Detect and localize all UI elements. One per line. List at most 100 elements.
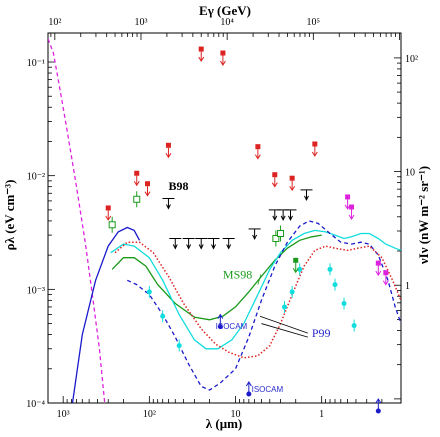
data-point — [207, 238, 220, 250]
limit-arrow — [198, 244, 204, 250]
data-point — [272, 230, 280, 247]
limit-arrow — [252, 234, 258, 241]
data-point — [217, 313, 224, 330]
limit-arrow — [311, 151, 318, 157]
limit-arrow — [172, 244, 178, 250]
data-point — [160, 310, 166, 323]
limit-arrow — [245, 381, 252, 387]
data-point — [105, 205, 112, 221]
top-tick-label: 10⁴ — [220, 17, 234, 28]
data-point — [351, 319, 357, 332]
limit-arrow — [133, 181, 140, 187]
x-axis-title: λ (μm) — [206, 416, 243, 431]
plot-frame — [47, 32, 402, 404]
data-point — [165, 142, 172, 159]
p99-pointer — [261, 323, 308, 338]
axis-ticks — [48, 33, 401, 404]
series-line-5 — [127, 220, 401, 391]
data-point — [382, 270, 389, 286]
y-tick-label: 10⁻¹ — [27, 58, 45, 69]
point-marker — [246, 391, 252, 397]
limit-arrow — [166, 204, 171, 210]
point-marker — [327, 266, 333, 272]
y-axis-title: ρλ (eV cm⁻³) — [2, 180, 17, 251]
point-marker — [217, 324, 223, 330]
point-marker — [133, 195, 141, 203]
data-point — [300, 189, 313, 201]
point-marker — [351, 323, 357, 329]
tick-labels: 10³ 10² 10 1 10⁵ 10⁴ 10³ 10² 10⁻⁴ 10⁻³ 10⁻² 10⁻¹ 1 10… — [26, 17, 418, 420]
point-marker — [105, 205, 111, 211]
data-point — [108, 216, 116, 233]
data-point — [327, 263, 333, 276]
data-point — [375, 398, 382, 414]
data-point — [245, 381, 252, 397]
y-tick-label: 10⁻² — [27, 172, 45, 183]
ms98-pointer — [257, 274, 262, 285]
annotation-label: ISOCAM — [252, 385, 284, 394]
annotation-label: P99 — [312, 326, 331, 340]
point-marker — [165, 142, 171, 148]
point-marker — [272, 235, 280, 243]
annotation-label: ISOCAM — [216, 322, 248, 331]
point-marker — [341, 301, 347, 307]
data-point — [292, 257, 299, 274]
annotations: B98 MS98 P99 ISOCAM ISOCAM — [168, 179, 330, 394]
data-point — [375, 260, 382, 277]
point-marker — [375, 408, 381, 414]
point-marker — [108, 221, 116, 229]
data-point — [277, 209, 290, 222]
limit-arrow — [375, 398, 382, 404]
x-tick-label: 10² — [143, 409, 156, 420]
data-point — [198, 46, 205, 63]
limit-arrow — [105, 215, 112, 221]
limit-arrow — [375, 270, 382, 277]
limit-arrow — [289, 185, 296, 192]
x-tick-label: 10 — [230, 409, 240, 420]
data-point — [248, 228, 261, 241]
right-axis-title: νIν (nW m⁻² sr⁻¹) — [416, 166, 431, 265]
p99-pointer — [259, 315, 308, 334]
data-point — [222, 238, 235, 250]
limit-arrow — [254, 154, 261, 160]
data-point — [341, 297, 347, 310]
limit-arrow — [382, 280, 389, 286]
point-marker — [160, 313, 166, 319]
top-axis-title: Eγ (GeV) — [199, 3, 251, 18]
point-marker — [220, 50, 226, 56]
annotation-label: B98 — [168, 179, 188, 193]
marker-layer — [105, 46, 389, 414]
point-marker — [297, 266, 303, 272]
data-point — [146, 285, 152, 298]
top-tick-label: 10² — [48, 17, 61, 28]
point-marker — [383, 270, 389, 276]
data-point — [311, 141, 318, 157]
series-line-2 — [71, 226, 141, 403]
data-point — [133, 191, 141, 208]
point-marker — [345, 194, 351, 200]
data-point — [277, 225, 285, 242]
data-point — [348, 204, 355, 220]
limit-arrow — [144, 191, 151, 197]
point-marker — [145, 181, 151, 187]
top-tick-label: 10³ — [134, 17, 147, 28]
series-line-6 — [114, 241, 401, 359]
data-point — [268, 209, 281, 222]
point-marker — [349, 204, 355, 210]
point-marker — [312, 141, 318, 147]
series-line-1 — [48, 38, 106, 403]
point-marker — [375, 260, 381, 266]
point-marker — [134, 170, 140, 176]
point-marker — [293, 257, 299, 263]
data-point — [169, 238, 182, 250]
data-point — [332, 278, 338, 291]
limit-arrow — [280, 215, 286, 222]
right-tick-label: 10² — [405, 54, 418, 65]
point-marker — [277, 229, 285, 237]
point-marker — [332, 282, 338, 288]
series-line-4 — [110, 229, 401, 350]
right-tick-label: 1 — [405, 281, 410, 292]
data-point — [271, 172, 278, 188]
point-marker — [255, 144, 261, 150]
